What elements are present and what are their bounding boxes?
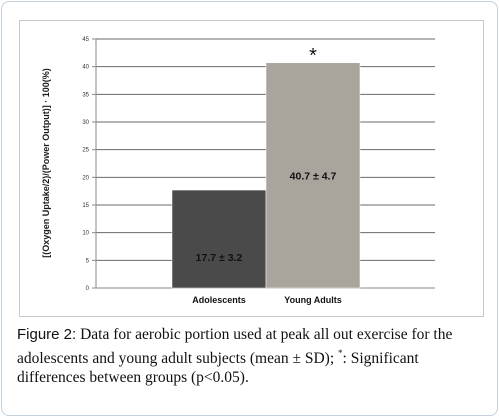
caption-text-before: Data for aerobic portion used at peak al…	[17, 326, 453, 367]
caption-text-after: : Significant differences between groups…	[17, 350, 419, 386]
y-tick-label: 5	[86, 258, 90, 264]
bar-adolescents	[171, 189, 267, 289]
y-tick-label: 35	[82, 92, 89, 98]
y-tick-label: 25	[82, 148, 89, 154]
y-tick-label: 20	[82, 175, 89, 181]
y-axis-title: [(Oxygen Uptake/2)/(Power Output)] · 100…	[41, 68, 51, 258]
y-tick-label: 15	[82, 203, 89, 209]
data-label: 17.7 ± 3.2	[196, 252, 243, 264]
bar-young-adults	[265, 62, 361, 289]
caption-label: Figure 2:	[17, 326, 77, 343]
x-category-label: Adolescents	[192, 295, 246, 305]
y-tick-label: 45	[82, 37, 89, 43]
x-category-label: Young Adults	[284, 295, 342, 305]
significance-marker: *	[309, 45, 317, 67]
y-tick-label: 40	[82, 65, 89, 71]
figure-caption: Figure 2: Data for aerobic portion used …	[17, 325, 489, 387]
y-tick-label: 30	[82, 120, 89, 126]
y-tick-label: 0	[86, 286, 90, 292]
bar-chart: 0 5 10 15 20 25 30 35 40 45 [(Oxygen Uptake/2)/(Po…	[41, 37, 435, 305]
data-label: 40.7 ± 4.7	[290, 170, 337, 182]
caption-marker: *	[338, 348, 343, 358]
y-tick-label: 10	[82, 231, 89, 237]
